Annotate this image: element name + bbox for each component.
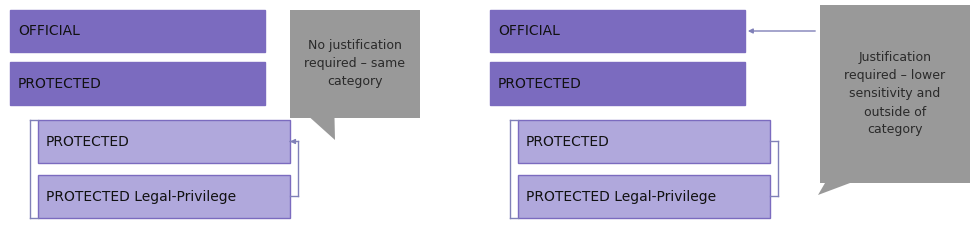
Text: PROTECTED: PROTECTED	[46, 135, 130, 148]
Text: OFFICIAL: OFFICIAL	[18, 24, 80, 38]
Bar	[490, 10, 745, 52]
Text: PROTECTED: PROTECTED	[498, 76, 582, 90]
Polygon shape	[311, 118, 335, 140]
Text: PROTECTED: PROTECTED	[526, 135, 610, 148]
Bar	[820, 5, 970, 183]
Text: PROTECTED Legal-Privilege: PROTECTED Legal-Privilege	[526, 189, 716, 204]
Text: OFFICIAL: OFFICIAL	[498, 24, 560, 38]
Text: Justification
required – lower
sensitivity and
outside of
category: Justification required – lower sensitivi…	[845, 51, 946, 136]
Bar	[518, 175, 770, 218]
Text: PROTECTED: PROTECTED	[18, 76, 102, 90]
Bar	[10, 62, 265, 105]
Bar	[38, 120, 290, 163]
Bar	[490, 62, 745, 105]
Text: No justification
required – same
category: No justification required – same categor…	[305, 39, 406, 88]
Bar	[10, 10, 265, 52]
Text: PROTECTED Legal-Privilege: PROTECTED Legal-Privilege	[46, 189, 236, 204]
Bar	[518, 120, 770, 163]
Bar	[290, 10, 420, 118]
Polygon shape	[818, 183, 850, 195]
Bar	[38, 175, 290, 218]
